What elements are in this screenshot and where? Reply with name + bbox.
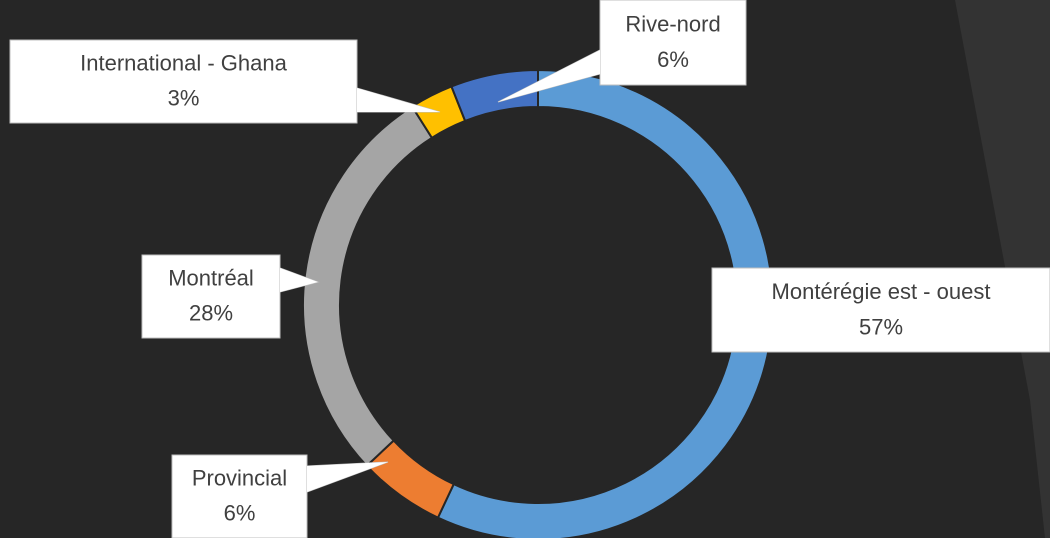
callout-value: 6%	[224, 501, 256, 526]
callout-box	[711, 267, 1050, 353]
callout-box	[599, 0, 747, 86]
callout-pointer-fill	[357, 88, 440, 112]
decor-band	[955, 0, 1050, 538]
callout-category: International - Ghana	[80, 51, 287, 76]
callout-pointer-fill	[498, 50, 600, 102]
callout-pointer-fill	[307, 462, 388, 492]
callout-category: Montérégie est - ouest	[772, 279, 991, 304]
callout-category: Montréal	[168, 266, 254, 291]
callout-box	[141, 254, 281, 339]
donut-slice	[436, 68, 774, 538]
callout-category: Rive-nord	[625, 11, 720, 36]
callout-box	[171, 454, 308, 538]
callout-value: 28%	[189, 301, 233, 326]
donut-slice	[450, 68, 539, 123]
callout-value: 57%	[859, 314, 903, 339]
callout-category: Provincial	[192, 466, 287, 491]
callout-value: 3%	[168, 86, 200, 111]
callout-pointer-fill	[280, 268, 318, 292]
callout-value: 6%	[657, 47, 689, 72]
callout-box	[9, 39, 358, 124]
